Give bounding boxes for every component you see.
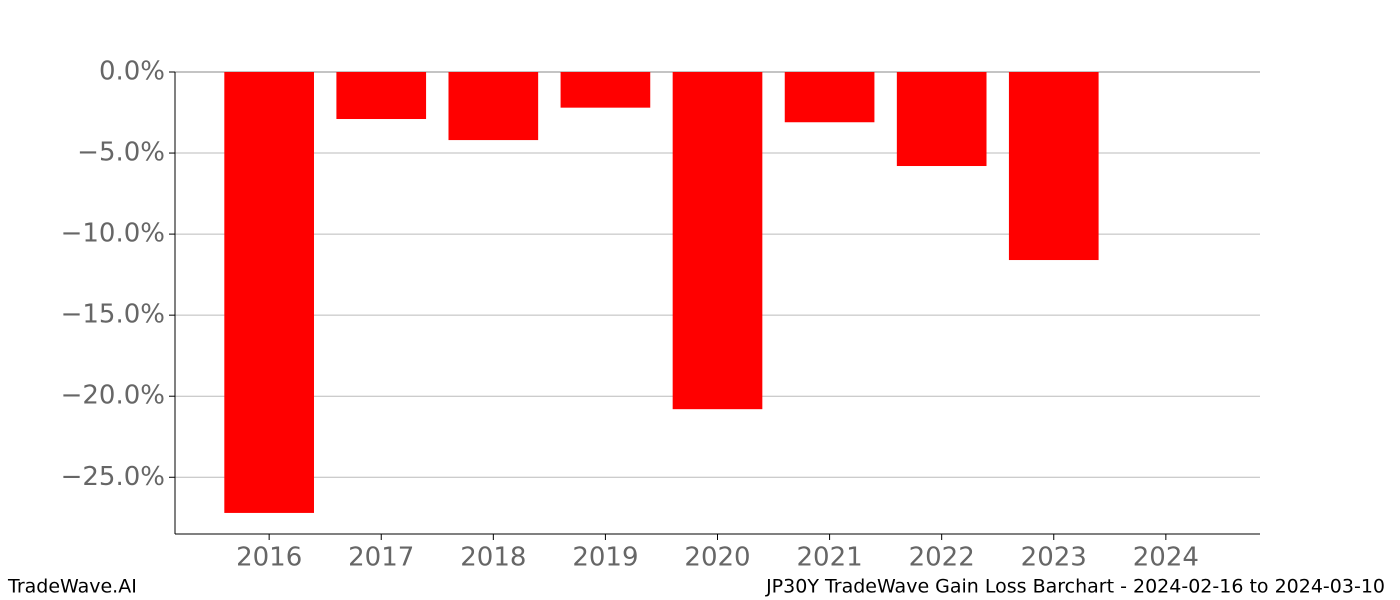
y-tick-label: −15.0%: [61, 300, 165, 330]
bar: [560, 72, 651, 108]
watermark: TradeWave.AI: [7, 576, 137, 598]
y-tick-label: −10.0%: [61, 219, 165, 249]
x-tick-label: 2022: [909, 543, 975, 573]
x-tick-label: 2020: [684, 543, 750, 573]
bar: [672, 72, 763, 410]
x-tick-label: 2023: [1021, 543, 1087, 573]
x-tick-label: 2019: [572, 543, 638, 573]
x-tick-label: 2018: [460, 543, 526, 573]
x-tick-label: 2021: [797, 543, 863, 573]
y-tick-label: 0.0%: [99, 57, 165, 87]
bar: [224, 72, 314, 513]
y-tick-label: −25.0%: [61, 462, 165, 492]
bar: [336, 72, 427, 120]
bar: [896, 72, 987, 167]
bar: [1008, 72, 1099, 261]
x-tick-label: 2017: [348, 543, 414, 573]
y-tick-label: −20.0%: [61, 381, 165, 411]
x-tick-label: 2016: [236, 543, 302, 573]
bar: [448, 72, 539, 141]
bar: [784, 72, 875, 123]
x-tick-label: 2024: [1133, 543, 1199, 573]
y-tick-label: −5.0%: [77, 138, 165, 168]
chart-title: JP30Y TradeWave Gain Loss Barchart - 202…: [765, 576, 1385, 598]
